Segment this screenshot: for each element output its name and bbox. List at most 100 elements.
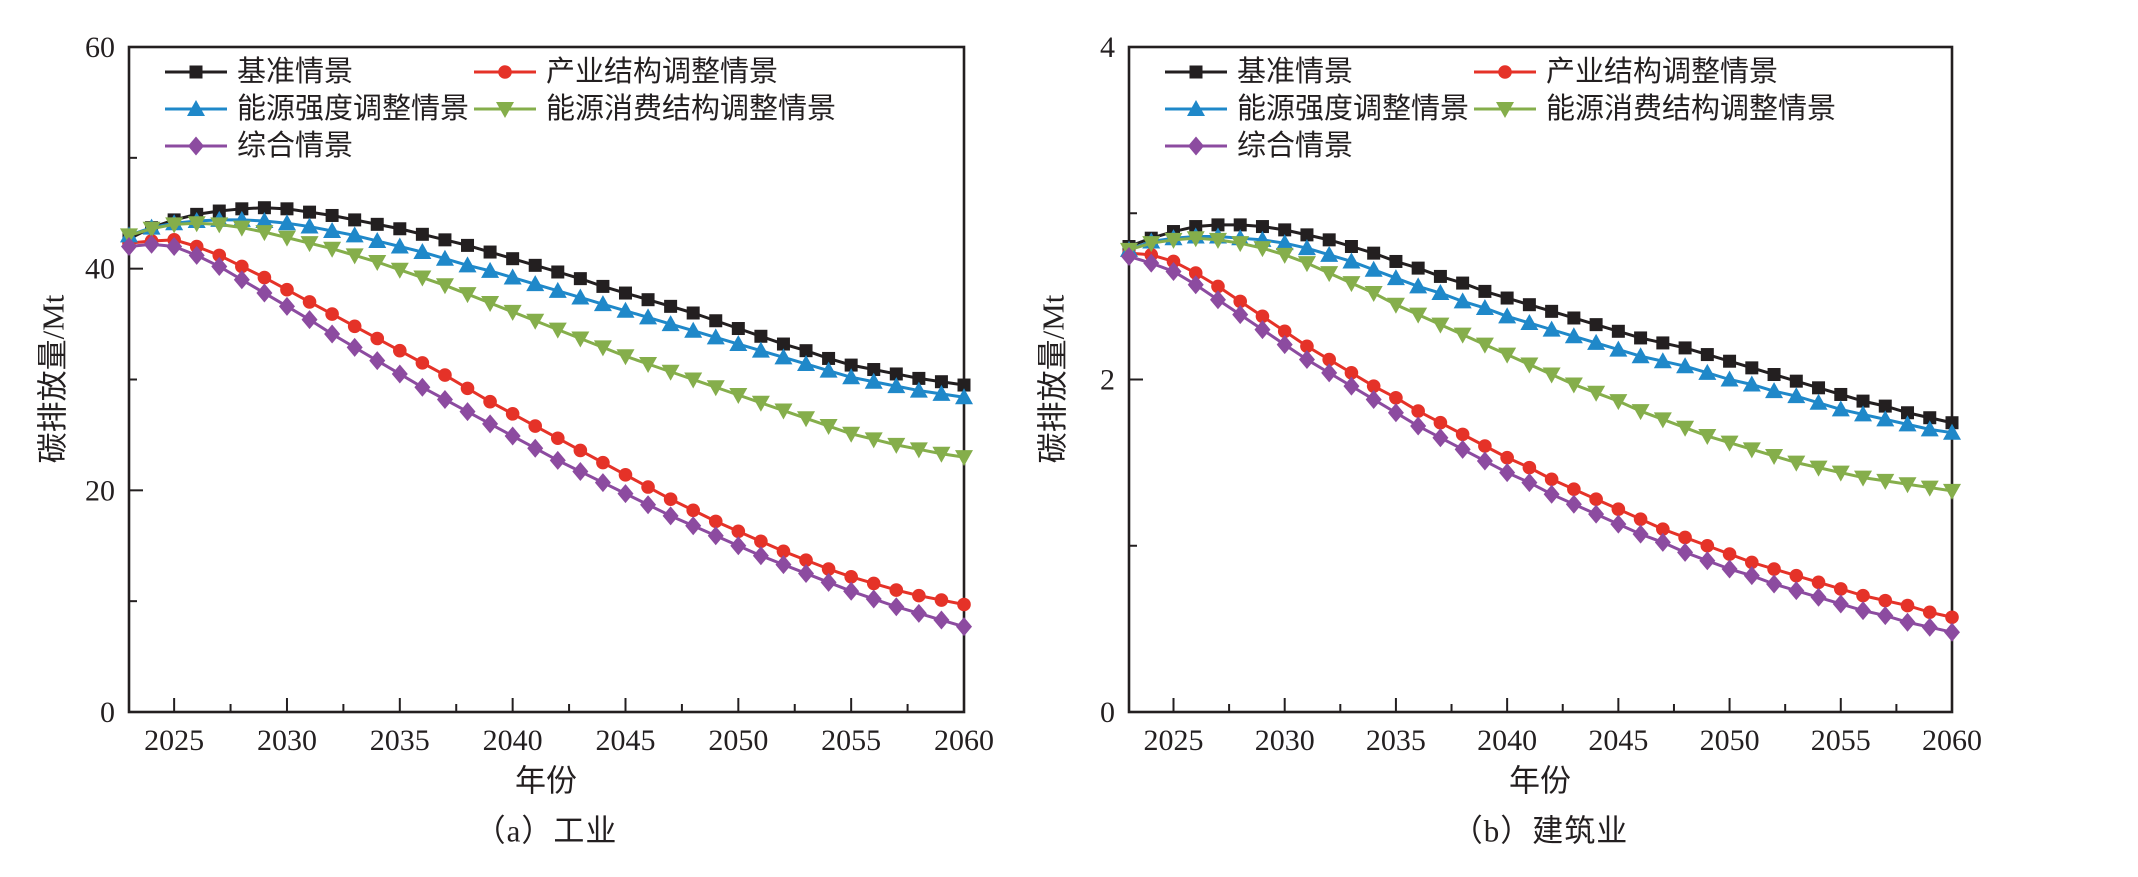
series-marker [1211,218,1225,232]
series-marker [390,237,409,254]
series-marker [1922,605,1937,620]
series-marker [865,589,882,609]
x-tick-label: 2040 [483,724,543,757]
series-marker [551,265,565,279]
series-marker [1945,416,1959,430]
series-marker [1320,266,1339,283]
series-marker [1453,292,1472,309]
series-marker [934,375,948,389]
series-marker [1901,406,1915,420]
series-marker [550,431,565,446]
series-marker [1186,231,1205,248]
series-marker [639,356,658,373]
series-marker [1277,324,1292,339]
series-marker [932,384,951,401]
series-marker [1787,387,1806,404]
legend-label: 能源强度调整情景 [237,93,470,125]
series-marker [325,307,339,321]
series-marker [1387,403,1404,423]
legend-label: 综合情景 [237,130,354,162]
series-marker [1678,341,1692,355]
series-marker [1520,357,1539,374]
series-marker [1698,429,1717,446]
series-marker [390,262,409,279]
series-marker [1499,463,1516,483]
series-marker [1232,305,1249,325]
square-icon [189,65,203,79]
series-marker [1365,389,1382,409]
series-marker [730,536,747,556]
series-marker [278,296,295,316]
series-marker [1567,482,1581,497]
series-marker [1656,336,1670,350]
series-marker [369,351,386,371]
series-marker [121,237,137,256]
series-marker [1276,335,1293,355]
series-marker [528,258,542,272]
series-line [128,218,965,399]
series-marker [1411,404,1425,418]
series-marker [1587,333,1606,350]
legend-item: 基准情景 [1165,55,1353,89]
series-marker [1386,269,1405,286]
series-marker [1653,352,1672,369]
series-marker [1364,260,1383,277]
series-marker [210,217,229,234]
series-marker [458,256,477,273]
series-marker [1389,390,1403,405]
series-marker [347,319,362,334]
chart-b: 2025 2030 2035 2040 2045 2050 2055 2060 0 2 4 [1100,31,1982,757]
series-marker [934,593,949,607]
legend-label: 产业结构调整情景 [1546,56,1779,88]
square-icon [1189,65,1203,79]
series-marker [1921,617,1938,637]
series-line [1128,255,1953,634]
triangle-down-icon [496,102,514,118]
series-marker [1811,575,1826,590]
series-marker [1943,483,1961,500]
series-marker [506,252,520,266]
caption-a: （a）工业 [474,813,618,849]
series-marker [1900,598,1915,613]
series-marker [751,341,770,358]
circle-icon [1498,65,1512,79]
series-marker [618,286,632,300]
legend-item: 综合情景 [165,129,353,163]
square-legend-icon [165,65,227,79]
series-marker [461,238,475,252]
series-marker [707,526,724,546]
series-marker [572,461,589,481]
series-marker [1878,593,1893,608]
series-marker [1676,357,1695,374]
series-marker [232,220,251,237]
y-tick-label: 4 [1100,31,1115,64]
series-marker [1164,232,1183,249]
series-marker [303,205,317,219]
series-marker [957,378,971,392]
series-marker [459,402,476,422]
series-marker [867,363,881,377]
x-tick-label: 2055 [1811,724,1871,757]
series-marker [1611,324,1625,338]
series-marker [616,301,635,318]
series-marker [1898,477,1917,494]
series-marker [1231,236,1250,253]
series-marker [235,259,249,274]
series-marker [166,237,183,256]
series-marker [1765,448,1784,465]
series-marker [1343,376,1360,396]
series-marker [1409,277,1428,294]
triangle-up-icon [1187,100,1205,116]
series-marker [754,329,768,343]
triangle-up-legend-icon [1165,100,1227,116]
series-marker [1187,275,1204,295]
series-marker [1321,363,1338,383]
series-marker [368,231,387,248]
x-tick-label: 2045 [595,724,655,757]
series-marker [1745,555,1759,570]
series-marker [483,245,497,259]
series-marker [889,583,904,597]
series-marker [325,208,339,222]
series-marker [1609,340,1628,357]
series-marker [596,455,610,470]
